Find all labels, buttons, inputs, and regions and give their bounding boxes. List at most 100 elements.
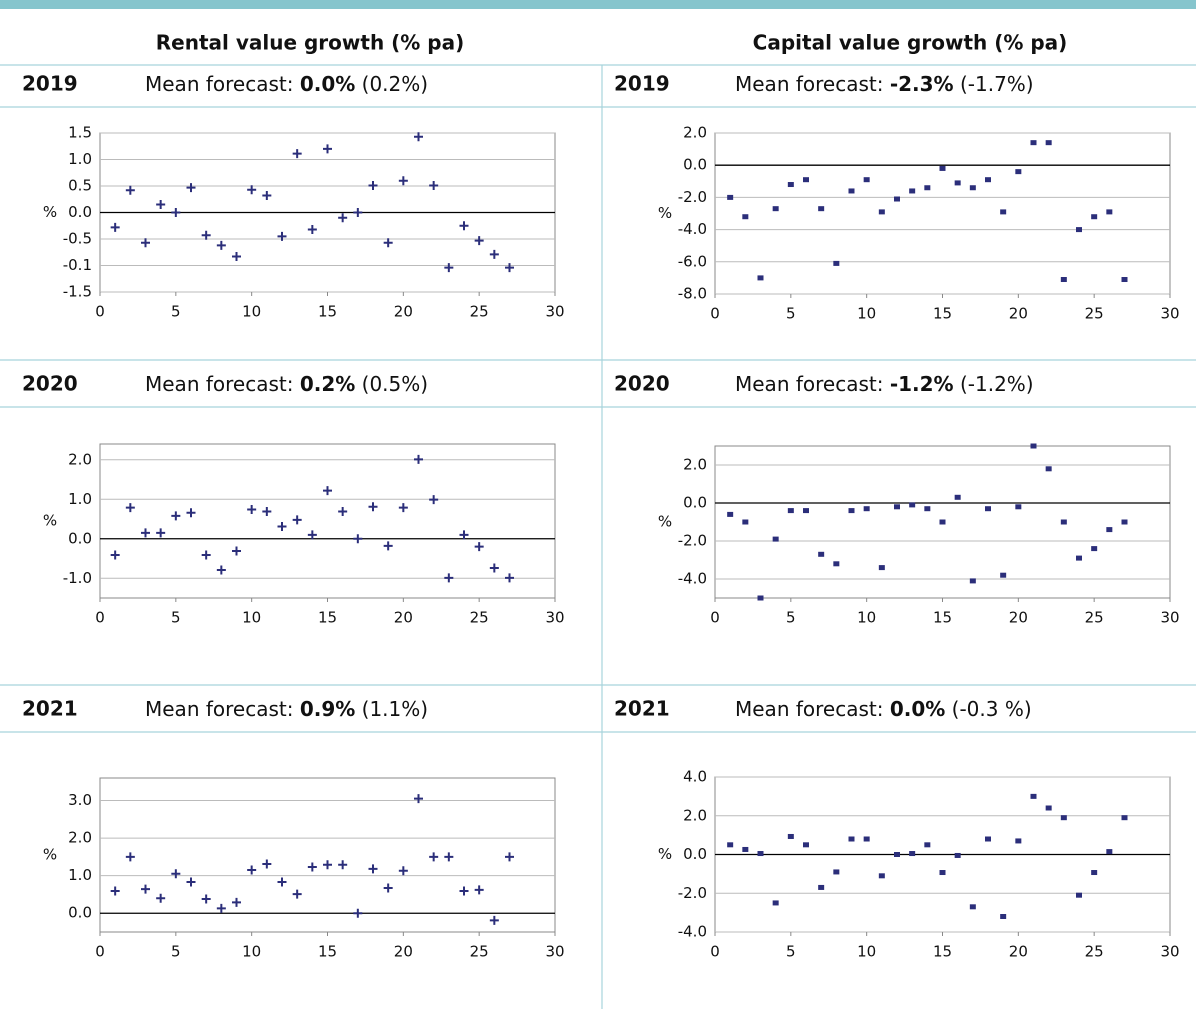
x-tick-label: 25	[470, 943, 489, 961]
point	[110, 550, 120, 560]
x-tick-label: 10	[857, 305, 876, 323]
point	[398, 503, 408, 513]
point	[909, 851, 916, 857]
x-tick-label: 20	[394, 943, 413, 961]
point	[878, 873, 885, 879]
point	[1015, 169, 1022, 175]
x-tick-label: 25	[470, 303, 489, 321]
point	[262, 191, 272, 201]
forecast-value: -1.2%	[890, 372, 954, 396]
x-tick-label: 30	[545, 303, 564, 321]
point	[368, 864, 378, 874]
point	[757, 851, 764, 857]
x-tick-label: 20	[1009, 305, 1028, 323]
point	[1076, 892, 1082, 898]
point	[307, 862, 317, 872]
point	[894, 196, 900, 202]
point	[1000, 572, 1007, 578]
point	[772, 206, 779, 212]
point	[985, 836, 991, 842]
point	[186, 877, 196, 887]
point	[505, 852, 514, 862]
y-tick-label: 0.0	[68, 203, 92, 221]
y-tick-label: 1.0	[68, 490, 92, 508]
point	[474, 236, 484, 246]
point	[1030, 140, 1037, 146]
point	[353, 208, 363, 217]
y-axis-label: %	[658, 513, 672, 531]
x-tick-label: 15	[933, 609, 952, 627]
y-tick-label: -2.0	[678, 188, 707, 206]
point	[186, 508, 196, 518]
point	[1015, 838, 1022, 844]
point	[216, 903, 226, 913]
point	[1121, 815, 1128, 821]
point	[383, 238, 393, 248]
point	[1060, 815, 1067, 821]
point	[985, 177, 991, 183]
x-tick-label: 20	[394, 609, 413, 627]
point	[232, 546, 241, 556]
point	[459, 221, 469, 231]
point	[1060, 277, 1067, 283]
x-tick-label: 10	[242, 609, 261, 627]
point	[787, 508, 794, 514]
y-tick-label: -4.0	[678, 923, 707, 941]
year-label: 2019	[614, 72, 670, 96]
point	[1060, 519, 1067, 525]
point	[1000, 914, 1007, 919]
point	[429, 495, 439, 505]
point	[474, 542, 484, 552]
point	[848, 188, 855, 194]
point	[171, 208, 181, 217]
point	[878, 565, 885, 571]
point	[353, 534, 363, 544]
point	[125, 503, 135, 513]
x-tick-label: 0	[95, 303, 105, 321]
x-tick-label: 30	[545, 943, 564, 961]
point	[954, 180, 961, 186]
x-tick-label: 0	[710, 305, 720, 323]
y-tick-label: 0.0	[683, 494, 707, 512]
plot-area	[99, 443, 556, 599]
point	[969, 185, 976, 191]
point	[772, 900, 779, 906]
point	[444, 852, 454, 862]
y-tick-label: 1.0	[68, 866, 92, 884]
x-tick-label: 0	[710, 609, 720, 627]
x-tick-label: 15	[318, 303, 337, 321]
y-tick-label: -8.0	[678, 285, 707, 303]
forecast-label: Mean forecast:	[735, 697, 883, 721]
y-tick-label: -6.0	[678, 252, 707, 270]
x-tick-label: 5	[171, 943, 181, 961]
point	[878, 209, 885, 215]
y-tick-label: 0.0	[68, 904, 92, 922]
x-tick-label: 25	[1085, 609, 1104, 627]
forecast-label: Mean forecast:	[145, 372, 293, 396]
point	[474, 885, 484, 895]
y-tick-label: -0.1	[63, 256, 92, 274]
y-tick-label: -4.0	[678, 220, 707, 238]
y-tick-label: -2.0	[678, 532, 707, 550]
forecast-value: -2.3%	[890, 72, 954, 96]
point	[818, 206, 825, 212]
point	[505, 263, 514, 273]
point	[338, 213, 348, 223]
point	[803, 842, 809, 848]
x-tick-label: 5	[786, 943, 796, 961]
x-tick-label: 15	[933, 943, 952, 961]
y-tick-label: 3.0	[68, 791, 92, 809]
year-label: 2020	[614, 372, 670, 396]
point	[201, 894, 211, 904]
forecast-value: 0.0%	[890, 697, 945, 721]
forecast-text: Mean forecast: -2.3% (-1.7%)	[735, 72, 1034, 96]
point	[489, 249, 499, 259]
year-label: 2021	[22, 697, 78, 721]
point	[863, 506, 870, 512]
forecast-label: Mean forecast:	[735, 72, 883, 96]
forecast-text: Mean forecast: 0.2% (0.5%)	[145, 372, 428, 396]
point	[368, 180, 378, 190]
y-tick-label: 0.0	[68, 529, 92, 547]
